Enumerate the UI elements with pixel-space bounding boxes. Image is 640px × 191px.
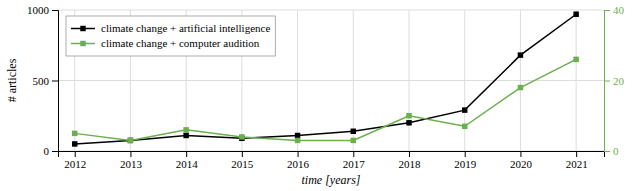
x-axis-tick: 2014 bbox=[176, 151, 199, 170]
x-axis-tick-mark bbox=[520, 151, 521, 157]
x-axis-tick-label: 2017 bbox=[343, 158, 366, 170]
y2-axis-tick-label: 20 bbox=[613, 75, 625, 87]
grid-line-y bbox=[58, 10, 604, 11]
series-marker bbox=[518, 52, 523, 57]
chart: 2012 2013 2014 2015 2016 2017 2018 2019 2020 2021… bbox=[0, 0, 640, 191]
series-marker bbox=[351, 138, 356, 143]
legend-item: climate change + computer audition bbox=[71, 37, 260, 49]
x-axis: 2012 2013 2014 2015 2016 2017 2018 2019 2020 2021 bbox=[59, 151, 605, 170]
series-marker bbox=[239, 134, 244, 139]
y-axis-tick: 1000 bbox=[27, 4, 58, 16]
series-marker bbox=[518, 85, 523, 90]
x-axis-tick-label: 2018 bbox=[399, 158, 422, 170]
series-marker bbox=[462, 124, 467, 129]
x-axis-tick: 2013 bbox=[120, 151, 143, 170]
series-marker bbox=[72, 141, 77, 146]
x-axis-title: time [years] bbox=[302, 173, 361, 187]
x-axis-tick-label: 2020 bbox=[510, 158, 533, 170]
y2-axis-tick-mark bbox=[604, 10, 610, 11]
x-axis-tick-label: 2019 bbox=[454, 158, 477, 170]
x-axis-tick-mark bbox=[409, 151, 410, 157]
legend-label: climate change + computer audition bbox=[101, 37, 260, 49]
y2-axis-tick-mark bbox=[604, 151, 610, 152]
series-marker bbox=[128, 138, 133, 143]
y2-axis-tick: 20 bbox=[604, 75, 625, 87]
y2-axis-tick-label: 0 bbox=[613, 145, 619, 157]
y2-axis-tick-label: 40 bbox=[613, 4, 625, 16]
series-marker bbox=[128, 138, 133, 143]
y-axis-tick: 0 bbox=[44, 145, 59, 157]
series-line bbox=[75, 14, 576, 144]
legend-swatch-marker bbox=[80, 26, 85, 31]
x-axis-tick-mark bbox=[353, 151, 354, 157]
y2-axis-tick: 0 bbox=[604, 145, 619, 157]
series-marker bbox=[295, 138, 300, 143]
series-marker bbox=[351, 129, 356, 134]
x-axis-tick: 2016 bbox=[287, 151, 310, 170]
x-axis-tick-label: 2016 bbox=[287, 158, 310, 170]
x-axis-tick-mark bbox=[75, 151, 76, 157]
x-axis-tick-mark bbox=[186, 151, 187, 157]
legend-label: climate change + artificial intelligence bbox=[101, 22, 270, 34]
x-axis-tick-label: 2014 bbox=[176, 158, 199, 170]
series-marker bbox=[573, 11, 578, 16]
y-axis-tick-mark bbox=[52, 81, 58, 82]
grid bbox=[58, 10, 604, 151]
y2-axis: 0 20 40 bbox=[604, 4, 625, 157]
y-axis-tick-label: 500 bbox=[33, 75, 50, 87]
y2-axis-tick: 40 bbox=[604, 4, 625, 16]
x-axis-line bbox=[59, 152, 605, 158]
legend-item: climate change + artificial intelligence bbox=[71, 22, 270, 34]
series-marker bbox=[462, 107, 467, 112]
y-axis: 0 500 1000 bbox=[27, 4, 59, 157]
plot: 2012 2013 2014 2015 2016 2017 2018 2019 2020 2021… bbox=[27, 4, 625, 170]
x-axis-tick: 2015 bbox=[231, 151, 254, 170]
series-marker bbox=[573, 57, 578, 62]
series-marker bbox=[295, 133, 300, 138]
y2-axis-line bbox=[605, 11, 611, 152]
series-marker bbox=[183, 133, 188, 138]
x-axis-tick: 2017 bbox=[343, 151, 366, 170]
series-marker bbox=[183, 127, 188, 132]
y-axis-line bbox=[52, 11, 59, 152]
x-axis-tick: 2018 bbox=[399, 151, 422, 170]
x-axis-tick-label: 2012 bbox=[64, 158, 86, 170]
x-axis-tick: 2012 bbox=[64, 151, 86, 170]
series-line bbox=[75, 59, 576, 140]
x-axis-tick-mark bbox=[242, 151, 243, 157]
x-axis-tick-mark bbox=[465, 151, 466, 157]
grid-line-y bbox=[58, 80, 604, 81]
y-axis-tick-mark bbox=[52, 151, 58, 152]
series-marker bbox=[406, 113, 411, 118]
x-axis-tick-label: 2015 bbox=[231, 158, 254, 170]
y-axis-tick-label: 0 bbox=[44, 145, 50, 157]
x-axis-tick-label: 2013 bbox=[120, 158, 143, 170]
x-axis-tick-mark bbox=[130, 151, 131, 157]
x-axis-tick: 2020 bbox=[510, 151, 533, 170]
legend-swatch-marker bbox=[80, 41, 85, 46]
series-marker bbox=[406, 120, 411, 125]
y-axis-tick-mark bbox=[52, 10, 58, 11]
series-marker bbox=[72, 131, 77, 136]
x-axis-tick-label: 2021 bbox=[566, 158, 588, 170]
x-axis-tick: 2021 bbox=[566, 151, 588, 170]
x-axis-tick-mark bbox=[576, 151, 577, 157]
legend: climate change + artificial intelligence… bbox=[66, 16, 275, 56]
x-axis-tick-mark bbox=[298, 151, 299, 157]
y-axis-tick-label: 1000 bbox=[27, 4, 50, 16]
legend-box bbox=[66, 16, 275, 56]
data bbox=[72, 11, 579, 146]
y-axis-title: # articles bbox=[5, 58, 19, 102]
y-axis-tick: 500 bbox=[33, 75, 59, 87]
y2-axis-tick-mark bbox=[604, 81, 610, 82]
x-axis-tick: 2019 bbox=[454, 151, 477, 170]
